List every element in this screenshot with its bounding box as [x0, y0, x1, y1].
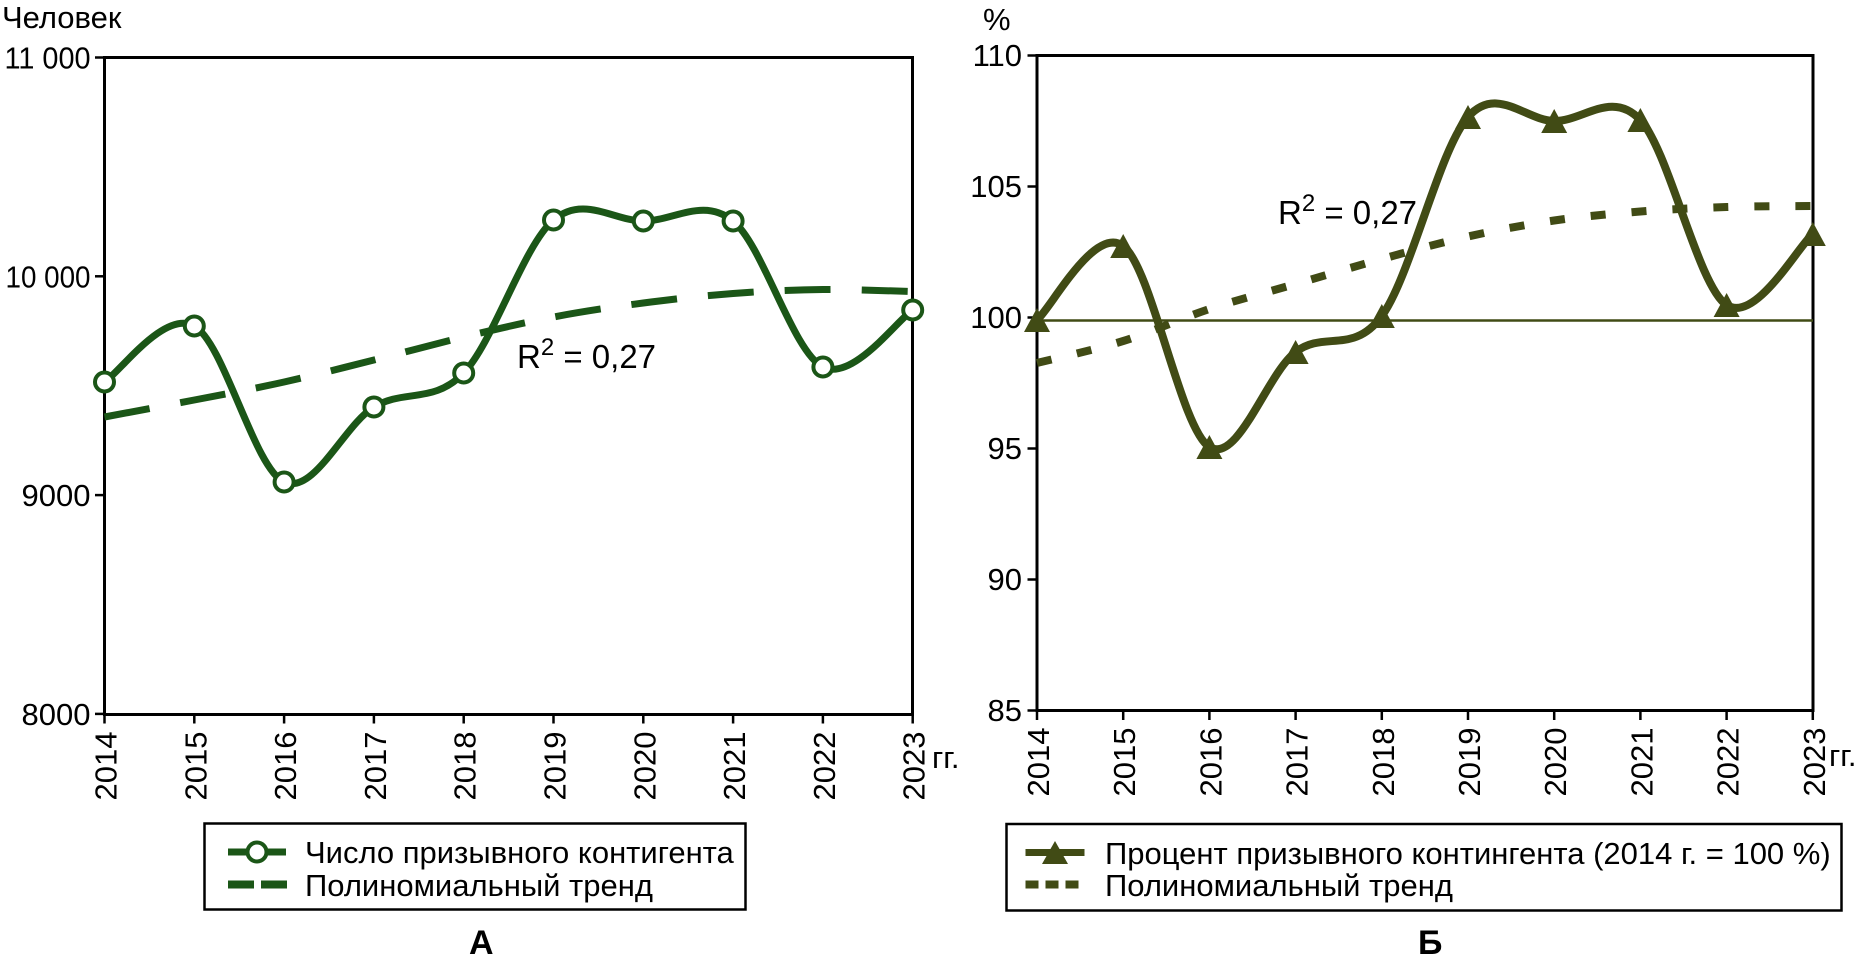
svg-text:Человек: Человек	[2, 0, 122, 35]
svg-text:11 000: 11 000	[5, 41, 91, 76]
svg-text:R2 = 0,27: R2 = 0,27	[1278, 190, 1417, 231]
svg-text:8000: 8000	[22, 697, 91, 732]
svg-text:А: А	[469, 924, 494, 954]
svg-text:2020: 2020	[627, 732, 662, 801]
svg-text:2020: 2020	[1538, 728, 1573, 797]
svg-text:Процент призывного контингента: Процент призывного контингента (2014 г. …	[1105, 836, 1831, 871]
svg-text:110: 110	[973, 38, 1022, 73]
svg-text:2018: 2018	[448, 732, 483, 801]
svg-text:2014: 2014	[89, 732, 124, 801]
svg-text:2015: 2015	[1107, 728, 1142, 797]
svg-text:Б: Б	[1418, 924, 1442, 954]
svg-text:гг.: гг.	[1829, 738, 1856, 773]
svg-text:2019: 2019	[538, 732, 573, 801]
svg-text:2014: 2014	[1021, 728, 1056, 797]
svg-text:2017: 2017	[358, 732, 393, 801]
svg-text:10 000: 10 000	[6, 259, 91, 294]
svg-text:Полиномиальный тренд: Полиномиальный тренд	[1105, 868, 1453, 903]
svg-text:%: %	[983, 2, 1011, 37]
svg-text:2016: 2016	[1193, 728, 1228, 797]
svg-text:Число призывного контигента: Число призывного контигента	[305, 835, 735, 870]
svg-text:90: 90	[988, 562, 1022, 597]
svg-text:2015: 2015	[178, 732, 213, 801]
svg-text:9000: 9000	[22, 478, 91, 513]
svg-text:2021: 2021	[717, 732, 752, 801]
svg-text:105: 105	[970, 169, 1022, 204]
svg-text:2022: 2022	[807, 732, 842, 801]
svg-text:2016: 2016	[268, 732, 303, 801]
svg-text:100: 100	[970, 300, 1022, 335]
svg-text:2018: 2018	[1366, 728, 1401, 797]
svg-text:95: 95	[988, 431, 1022, 466]
svg-text:85: 85	[988, 693, 1022, 728]
svg-text:2017: 2017	[1280, 728, 1315, 797]
svg-text:2021: 2021	[1624, 728, 1659, 797]
svg-text:2023: 2023	[1797, 728, 1832, 797]
svg-text:2023: 2023	[897, 732, 932, 801]
svg-text:2022: 2022	[1711, 728, 1746, 797]
svg-text:2019: 2019	[1452, 728, 1487, 797]
svg-text:гг.: гг.	[932, 740, 959, 775]
svg-text:R2 = 0,27: R2 = 0,27	[517, 334, 656, 375]
svg-text:Полиномиальный тренд: Полиномиальный тренд	[305, 868, 653, 903]
